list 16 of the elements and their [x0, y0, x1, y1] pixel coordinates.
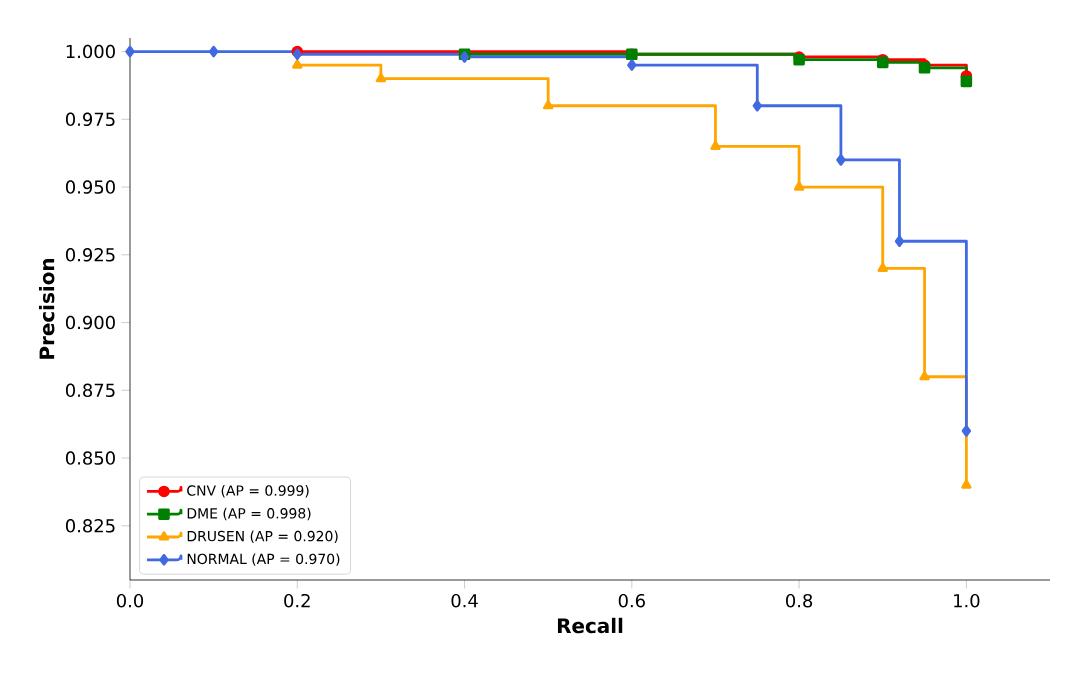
y-tick-label: 1.000: [66, 44, 115, 59]
y-tick-label: 0.825: [65, 519, 115, 533]
x-tick-label: 1.0: [954, 593, 980, 608]
y-tick-label: 0.900: [65, 315, 115, 330]
x-tick-label: 0.6: [618, 593, 645, 608]
x-tick-label: 0.4: [451, 593, 478, 608]
x-tick-label: 0.8: [786, 593, 813, 608]
y-axis-title: Precision: [38, 258, 55, 359]
y-tick-label: 0.875: [65, 383, 115, 398]
x-tick-label: 0.0: [116, 593, 144, 608]
y-tick-label: 0.850: [65, 451, 115, 465]
x-axis-title: Recall: [557, 617, 623, 634]
y-tick-label: 0.950: [65, 180, 115, 194]
y-tick-label: 0.925: [65, 248, 115, 262]
y-tick-label: 0.975: [65, 112, 115, 127]
x-tick-label: 0.2: [284, 593, 310, 608]
